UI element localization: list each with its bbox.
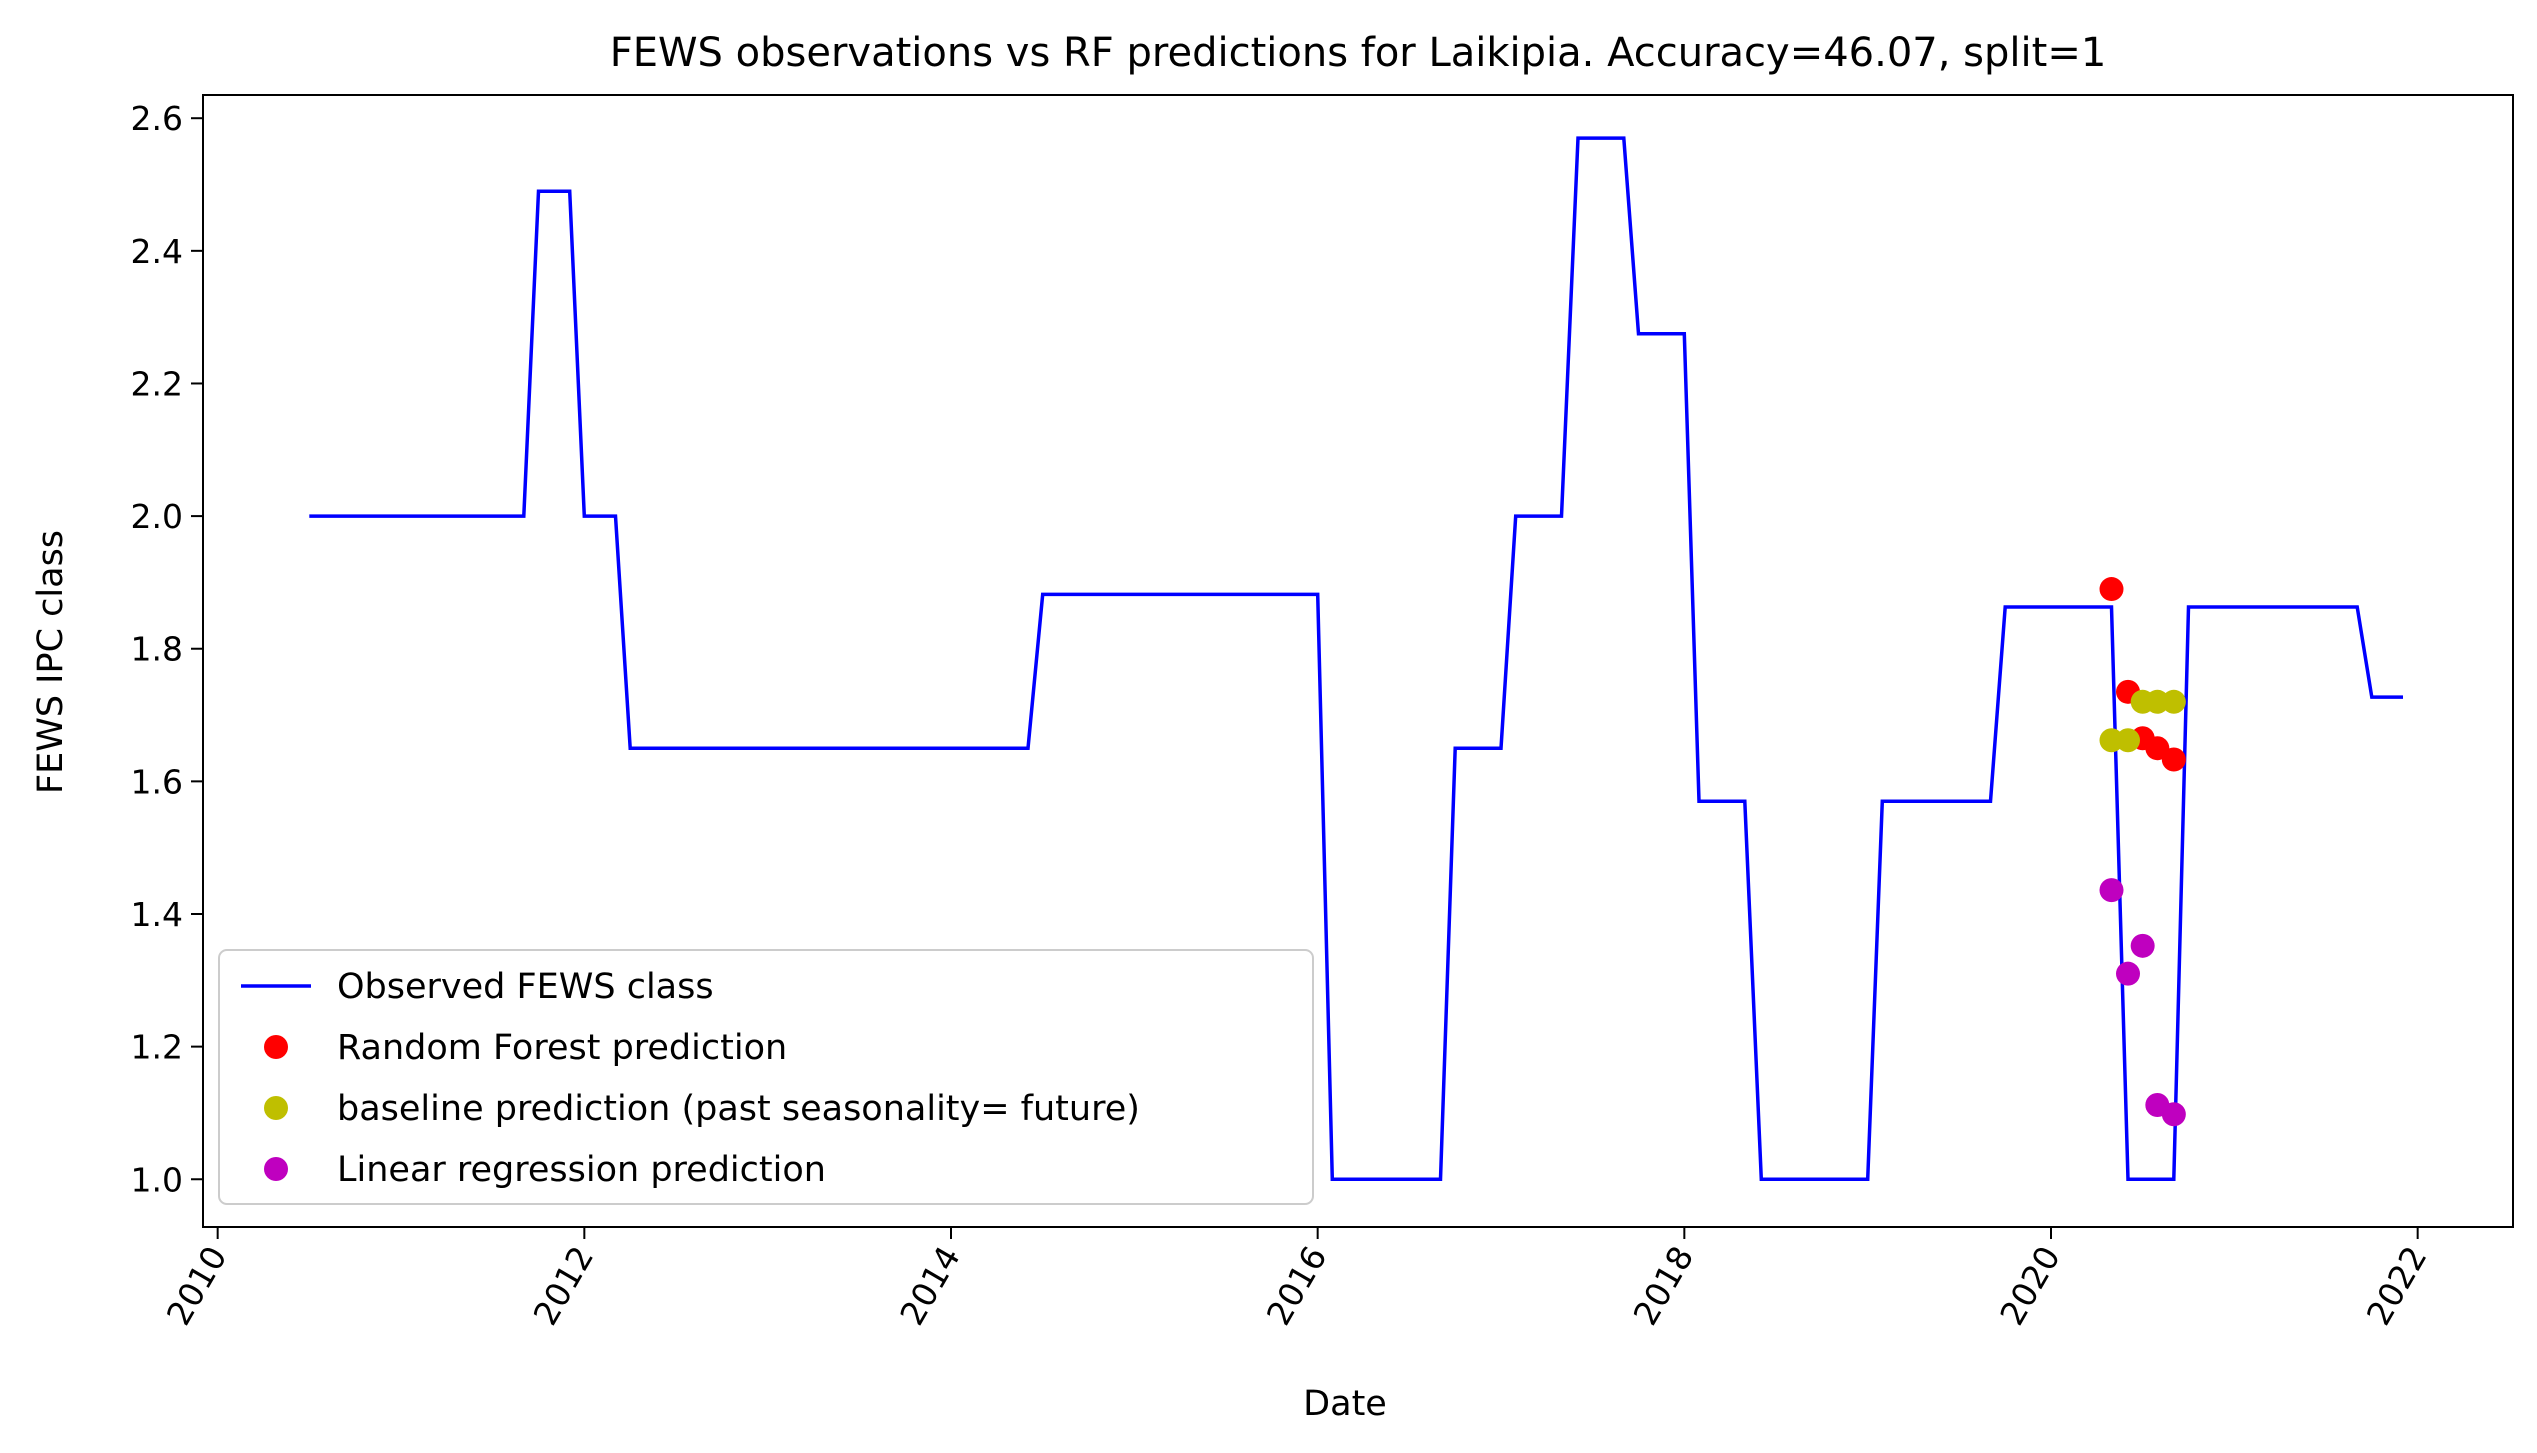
data-point-linear-regression-prediction bbox=[2099, 878, 2124, 903]
data-point-linear-regression-prediction bbox=[2161, 1102, 2186, 1127]
x-tick-label: 2014 bbox=[892, 1240, 968, 1332]
x-tick-label: 2010 bbox=[159, 1240, 235, 1332]
x-axis: 2010 2012 2014 2016 2018 2020 2022 bbox=[159, 1227, 2435, 1332]
x-tick-label: 2012 bbox=[525, 1240, 601, 1332]
y-tick-label: 2.6 bbox=[131, 99, 183, 138]
data-point-random-forest-prediction bbox=[2099, 577, 2124, 602]
y-tick-label: 1.0 bbox=[131, 1160, 183, 1199]
data-point-baseline-prediction-past-seasonality-future bbox=[2145, 689, 2170, 714]
x-tick-label: 2022 bbox=[2359, 1240, 2435, 1332]
legend-label: Random Forest prediction bbox=[337, 1028, 787, 1068]
data-layer bbox=[309, 136, 2403, 1182]
data-point-linear-regression-prediction bbox=[2116, 961, 2140, 986]
plot-frame bbox=[202, 94, 2514, 1228]
legend-label: Linear regression prediction bbox=[337, 1150, 826, 1190]
y-tick-label: 1.2 bbox=[131, 1028, 183, 1067]
y-tick-label: 1.4 bbox=[131, 895, 183, 934]
y-tick-label: 1.6 bbox=[131, 762, 183, 801]
y-axis-label: FEWS IPC class bbox=[31, 530, 71, 794]
legend-label: baseline prediction (past seasonality= f… bbox=[337, 1089, 1140, 1129]
legend: Observed FEWS class Random Forest predict… bbox=[218, 949, 1314, 1205]
legend-dot-marker bbox=[264, 1096, 288, 1120]
x-tick-label: 2020 bbox=[1992, 1240, 2068, 1332]
legend-dot-marker bbox=[264, 1035, 288, 1059]
x-axis-label: Date bbox=[1303, 1384, 1387, 1424]
y-tick-label: 1.8 bbox=[131, 630, 183, 669]
y-axis: 1.0 1.2 1.4 1.6 1.8 2.0 2.2 2.4 2.6 bbox=[131, 99, 203, 1199]
legend-box bbox=[218, 949, 1314, 1205]
data-point-baseline-prediction-past-seasonality-future bbox=[2161, 689, 2186, 714]
y-tick-label: 2.4 bbox=[131, 232, 183, 271]
data-point-random-forest-prediction bbox=[2161, 747, 2186, 772]
data-point-baseline-prediction-past-seasonality-future bbox=[2099, 728, 2124, 753]
y-tick-label: 2.2 bbox=[131, 364, 183, 403]
legend-label: Observed FEWS class bbox=[337, 967, 714, 1007]
y-tick-label: 2.0 bbox=[131, 497, 183, 536]
data-point-linear-regression-prediction bbox=[2130, 933, 2155, 958]
legend-dot-marker bbox=[264, 1157, 288, 1181]
data-point-baseline-prediction-past-seasonality-future bbox=[2116, 728, 2140, 753]
x-tick-label: 2018 bbox=[1625, 1240, 1701, 1332]
chart-title: FEWS observations vs RF predictions for … bbox=[610, 30, 2107, 76]
x-tick-label: 2016 bbox=[1259, 1240, 1335, 1332]
